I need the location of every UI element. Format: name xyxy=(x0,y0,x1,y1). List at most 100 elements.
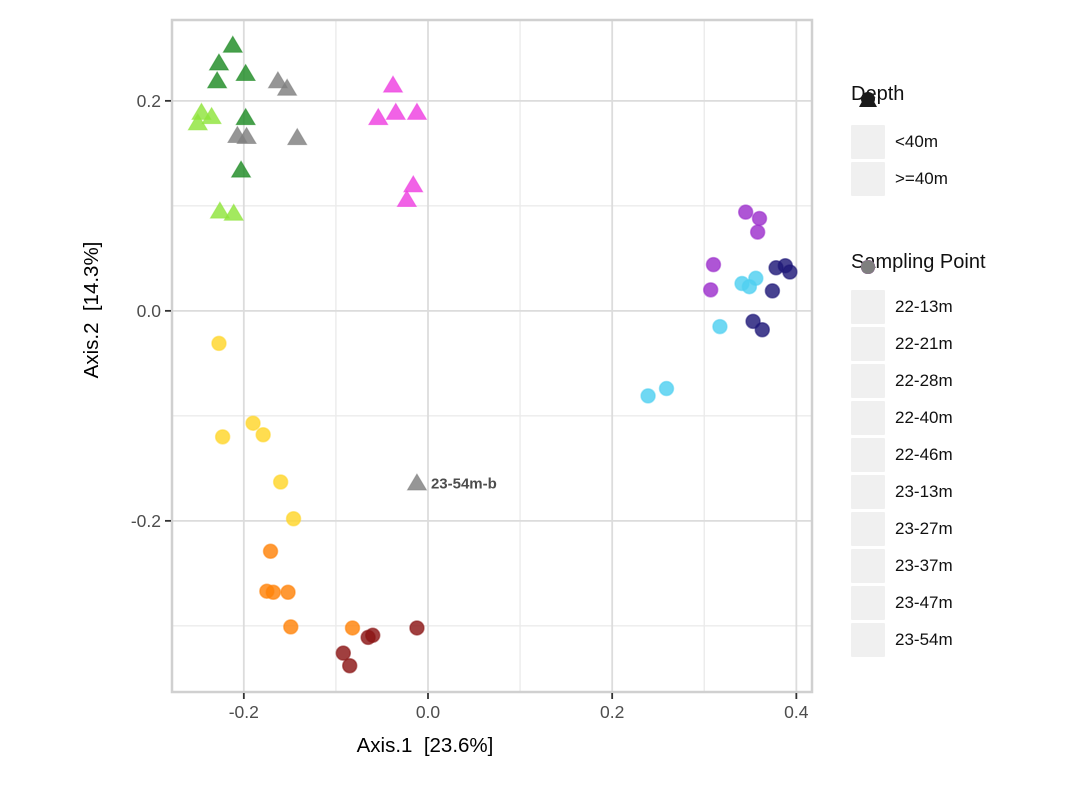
y-tick-label: 0.2 xyxy=(137,91,161,111)
y-axis-title: Axis.2 [14.3%] xyxy=(80,242,103,379)
data-point-22-46m xyxy=(206,70,228,89)
data-point-22-21m xyxy=(265,584,282,600)
data-point-23-27m xyxy=(782,264,798,280)
data-point-23-54m xyxy=(286,127,308,146)
data-point-22-13m xyxy=(341,658,358,674)
legend-item-label: <40m xyxy=(895,132,938,151)
legend-sampling-point: Sampling Point 22-13m 22-21m 22-28m 22-40m 2… xyxy=(851,250,986,657)
legend-depth: Depth <40m >=40m xyxy=(851,82,948,196)
legend-key xyxy=(851,260,885,435)
y-tick-label: -0.2 xyxy=(131,511,161,531)
data-point-23-54m xyxy=(276,78,298,96)
data-point-23-54m xyxy=(406,473,428,491)
legend-item-22-46m: 22-46m xyxy=(851,260,986,472)
data-point-22-21m xyxy=(283,619,299,635)
data-point-22-21m xyxy=(262,543,279,560)
legend-key xyxy=(851,90,885,196)
data-point-23-47m xyxy=(382,75,404,93)
legend-item-23-47m: 23-47m xyxy=(851,260,986,620)
legend-sampling-items: 22-13m 22-21m 22-28m 22-40m 22-46m 23-13m 23-2… xyxy=(851,260,986,657)
data-point-22-40m xyxy=(209,201,231,219)
data-point-23-13m xyxy=(658,380,675,397)
panel-border xyxy=(170,18,814,694)
data-point-23-47m xyxy=(396,189,418,208)
x-tick-label: -0.2 xyxy=(229,702,259,722)
data-point-23-47m xyxy=(406,102,428,120)
x-axis-title: Axis.1 [23.6%] xyxy=(357,734,494,757)
data-point-23-27m xyxy=(754,322,771,338)
data-point-23-37m xyxy=(749,224,766,240)
data-point-23-47m xyxy=(385,102,407,120)
legend-sampling-title: Sampling Point xyxy=(851,251,986,273)
x-tick-label: 0.2 xyxy=(600,702,624,722)
data-point-22-28m xyxy=(272,474,289,490)
legend-item-23-37m: 23-37m xyxy=(851,260,986,583)
data-point-23-37m xyxy=(751,210,768,227)
data-point-22-13m xyxy=(335,645,352,661)
legend-key xyxy=(851,260,885,583)
data-point-22-28m xyxy=(255,427,271,443)
data-point-22-46m xyxy=(235,107,257,126)
legend-item-23-13m: 23-13m xyxy=(851,260,986,509)
triangle-icon xyxy=(859,90,877,107)
data-point-22-46m xyxy=(235,63,257,82)
data-point-22-46m xyxy=(222,35,244,53)
data-point-22-21m xyxy=(280,584,296,600)
legend-item-23-27m: 23-27m xyxy=(851,260,986,546)
legend-item--40m: >=40m xyxy=(851,90,948,196)
legend-item-22-28m: 22-28m xyxy=(851,260,986,398)
legend-key xyxy=(851,260,885,361)
x-tick-label: 0.0 xyxy=(416,702,441,722)
data-point-22-28m xyxy=(245,415,261,431)
legend-item-label: 23-54m xyxy=(895,630,953,649)
data-point-23-37m xyxy=(702,282,719,298)
legend-item-22-21m: 22-21m xyxy=(851,260,986,361)
legend-key xyxy=(851,260,885,509)
legend-item-label: 22-21m xyxy=(895,334,953,353)
legend-item-23-54m: 23-54m xyxy=(851,260,986,657)
legend-item-label: 22-28m xyxy=(895,371,953,390)
data-point-22-46m xyxy=(230,160,252,178)
data-point-22-21m xyxy=(344,620,361,636)
legend-item-label: 22-13m xyxy=(895,297,953,316)
y-tick-label: 0.0 xyxy=(137,301,162,321)
data-point-23-54m xyxy=(236,126,257,145)
legend-item-label: 23-37m xyxy=(895,556,953,575)
data-point-22-28m xyxy=(285,511,302,527)
point-annotation: 23-54m-b xyxy=(431,476,497,493)
data-point-23-13m xyxy=(741,278,758,295)
legend-item-22-40m: 22-40m xyxy=(851,260,986,435)
data-point-22-13m xyxy=(409,620,425,636)
data-point-23-27m xyxy=(764,283,781,299)
legend-key xyxy=(851,260,885,472)
legend-item-22-13m: 22-13m xyxy=(851,260,986,324)
data-point-23-47m xyxy=(367,107,389,126)
data-point-23-37m xyxy=(737,204,754,220)
data-point-23-13m xyxy=(712,318,728,335)
circle-icon xyxy=(861,260,875,274)
legend-key xyxy=(851,260,885,324)
legend-item-label: >=40m xyxy=(895,169,948,188)
data-point-22-40m xyxy=(187,112,209,131)
data-point-23-54m xyxy=(267,70,289,89)
legend-key xyxy=(851,260,885,546)
data-point-23-47m xyxy=(402,174,424,193)
legend-key xyxy=(851,260,885,657)
x-tick-label: 0.4 xyxy=(784,702,809,722)
data-point-22-40m xyxy=(201,106,222,125)
data-point-22-40m xyxy=(223,203,245,221)
legend-key xyxy=(851,260,885,620)
data-point-22-13m xyxy=(364,627,381,644)
legend-item-label: 23-13m xyxy=(895,482,953,501)
data-point-22-28m xyxy=(211,335,227,352)
data-point-23-37m xyxy=(705,256,722,273)
data-point-22-28m xyxy=(214,429,231,445)
legend-item-label: 23-47m xyxy=(895,593,953,612)
data-point-22-46m xyxy=(208,53,230,71)
legend-item--40m: <40m xyxy=(851,92,948,159)
legend-key xyxy=(851,260,885,398)
legend-item-label: 23-27m xyxy=(895,519,953,538)
legend-item-label: 22-46m xyxy=(895,445,953,464)
